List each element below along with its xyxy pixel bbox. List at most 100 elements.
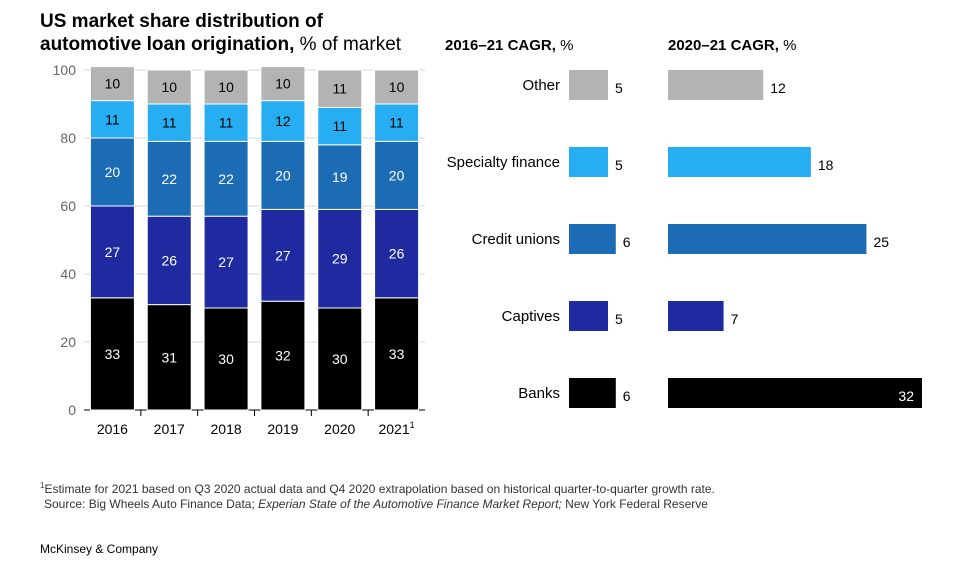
bar-segment — [146, 215, 192, 306]
cagr-2020-21-bar — [668, 378, 922, 408]
cagr-2016-21-bar — [569, 224, 616, 254]
cagr-2016-21-value: 5 — [615, 80, 623, 96]
bar-data-label: 11 — [105, 111, 120, 127]
bar-segment — [260, 66, 306, 102]
category-label: Other — [522, 77, 560, 94]
footnote: 1Estimate for 2021 based on Q3 2020 actu… — [40, 478, 715, 512]
cagr-header-2016-21-label: 2016–21 CAGR, — [445, 37, 556, 54]
cagr-2020-21-value: 18 — [818, 157, 834, 173]
source-italic: Experian State of the Automotive Finance… — [258, 497, 562, 511]
cagr-2020-21-value: 12 — [770, 80, 786, 96]
bar-data-label: 27 — [105, 244, 121, 260]
bar-data-label: 10 — [275, 76, 291, 92]
bar-data-label: 27 — [275, 247, 291, 263]
cagr-2016-21-value: 5 — [615, 157, 623, 173]
cagr-2016-21-bar — [569, 301, 608, 331]
cagr-header-2020-21: 2020–21 CAGR, % — [668, 37, 796, 54]
bar-segment — [374, 69, 420, 105]
bar-segment — [146, 304, 192, 411]
bar-data-label: 11 — [389, 115, 404, 131]
bar-data-label: 10 — [161, 79, 177, 95]
bar-segment — [146, 103, 192, 142]
bar-segment — [317, 69, 363, 108]
footnote-text: Estimate for 2021 based on Q3 2020 actua… — [44, 482, 715, 496]
bar-data-label: 11 — [332, 118, 347, 134]
chart-title: US market share distribution of automoti… — [40, 10, 401, 56]
cagr-2016-21-bar — [569, 70, 608, 100]
cagr-2020-21-bar — [668, 70, 764, 100]
bar-data-label: 30 — [332, 351, 348, 367]
cagr-header-2016-21: 2016–21 CAGR, % — [445, 37, 573, 54]
bar-data-label: 31 — [161, 349, 177, 365]
source-prefix: Source: Big Wheels Auto Finance Data; — [44, 497, 259, 511]
bar-segment — [374, 103, 420, 142]
footnote-estimate: 1Estimate for 2021 based on Q3 2020 actu… — [40, 478, 715, 497]
bar-segment — [260, 300, 306, 411]
cagr-2020-21-bar — [668, 224, 867, 254]
bar-data-label: 12 — [275, 113, 291, 129]
x-tick-superscript: 1 — [410, 420, 415, 430]
cagr-2016-21-value: 5 — [615, 311, 623, 327]
y-tick-label: 40 — [60, 266, 76, 282]
category-label: Captives — [502, 308, 560, 325]
y-tick-label: 20 — [60, 334, 76, 350]
bar-segment — [203, 215, 249, 309]
cagr-2016-21-bar — [569, 378, 616, 408]
cagr-2020-21-bar — [668, 301, 724, 331]
bar-data-label: 20 — [389, 167, 405, 183]
bar-segment — [203, 140, 249, 217]
source-line: Source: Big Wheels Auto Finance Data; Ex… — [40, 497, 715, 512]
bar-segment — [203, 307, 249, 411]
cagr-header-2020-21-label: 2020–21 CAGR, — [668, 37, 779, 54]
bar-data-label: 27 — [218, 254, 234, 270]
bar-data-label: 33 — [105, 346, 121, 362]
x-tick-label: 2016 — [97, 421, 128, 437]
x-tick-label: 2018 — [211, 421, 242, 437]
x-tick-label: 2017 — [154, 421, 185, 437]
bar-data-label: 33 — [389, 346, 405, 362]
bar-data-label: 20 — [105, 164, 121, 180]
brand-logo-text: McKinsey & Company — [40, 542, 159, 556]
y-tick-label: 0 — [68, 402, 76, 418]
bar-segment — [374, 297, 420, 411]
bar-segment — [203, 69, 249, 105]
y-tick-label: 80 — [60, 130, 76, 146]
bar-segment — [317, 106, 363, 146]
bar-data-label: 10 — [218, 79, 234, 95]
bar-data-label: 11 — [162, 115, 177, 131]
cagr-2020-21-bar — [668, 147, 811, 177]
bar-data-label: 19 — [332, 169, 348, 185]
bar-segment — [146, 140, 192, 217]
bar-data-label: 26 — [161, 252, 177, 268]
chart-title-line1: US market share distribution of — [40, 11, 323, 32]
bar-data-label: 26 — [389, 246, 405, 262]
footnote-marker: 1 — [40, 481, 45, 490]
bar-data-label: 11 — [332, 81, 347, 97]
source-suffix: New York Federal Reserve — [561, 497, 708, 511]
cagr-2016-21-value: 6 — [623, 388, 631, 404]
bar-data-label: 22 — [161, 171, 177, 187]
cagr-header-2016-21-unit: % — [555, 37, 574, 54]
bar-segment — [89, 297, 135, 411]
x-tick-label: 2019 — [267, 421, 298, 437]
bar-segment — [89, 66, 135, 102]
bar-segment — [89, 137, 135, 207]
cagr-header-2020-21-unit: % — [778, 37, 797, 54]
x-tick-label: 2020 — [324, 421, 355, 437]
y-tick-label: 60 — [60, 198, 76, 214]
chart-title-unit: % of market — [294, 34, 402, 55]
bar-data-label: 30 — [218, 351, 234, 367]
bar-data-label: 10 — [105, 76, 121, 92]
chart-title-line2: automotive loan origination, — [40, 34, 295, 55]
cagr-2016-21-value: 6 — [623, 234, 631, 250]
x-tick-label: 20211 — [378, 420, 414, 437]
category-label: Credit unions — [472, 231, 560, 248]
category-label: Specialty finance — [447, 154, 560, 171]
bar-data-label: 10 — [389, 79, 405, 95]
cagr-2020-21-value: 32 — [898, 388, 914, 404]
bar-segment — [260, 140, 306, 210]
bar-segment — [89, 100, 135, 139]
bar-segment — [89, 205, 135, 299]
bar-data-label: 29 — [332, 251, 348, 267]
